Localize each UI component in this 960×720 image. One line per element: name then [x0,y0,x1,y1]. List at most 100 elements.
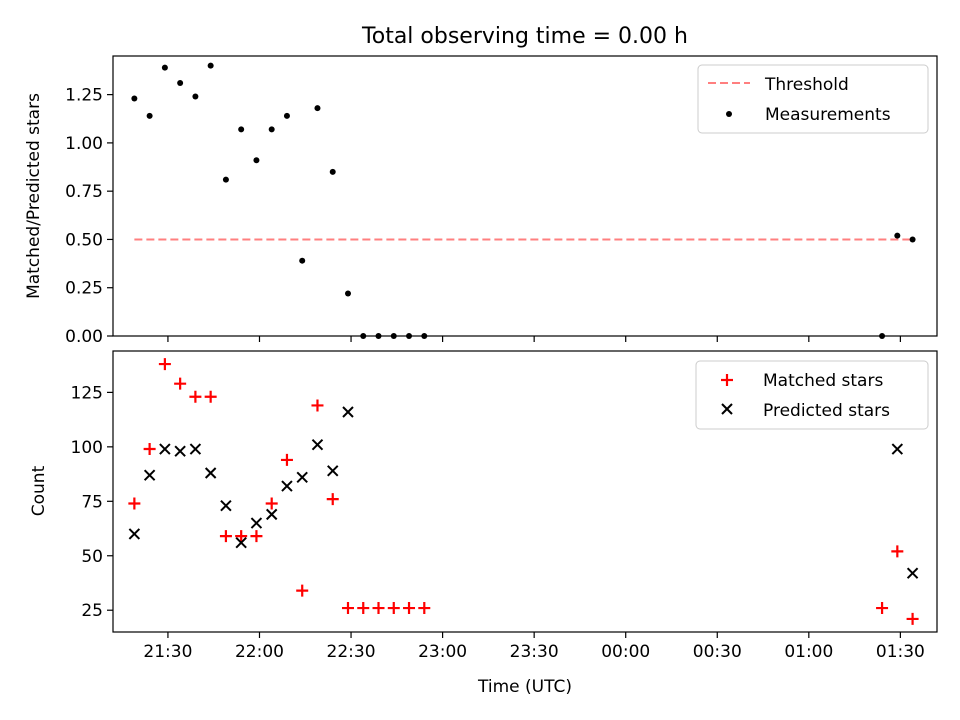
predicted-star-point [220,499,232,512]
matched-star-point [906,612,919,625]
measurement-point [192,93,199,100]
measurement-point [253,157,260,164]
predicted-star-point [327,465,339,477]
legend-predicted-label: Predicted stars [763,401,890,421]
y-tick-label: 0.75 [65,182,103,202]
matched-star-point [403,602,416,615]
predicted-star-point [235,536,247,549]
ratio-panel: Total observing time = 0.00 h Matched/Pr… [24,24,938,347]
y-tick-label: 50 [81,547,103,567]
count-legend-box [695,360,929,430]
legend-matched-swatch [721,374,733,386]
matched-star-point [876,602,889,615]
y-tick-label: 1.25 [65,86,103,106]
x-tick-label: 00:30 [693,642,742,662]
count-plot-area [128,358,919,625]
matched-star-point [265,497,278,510]
legend-measurements-swatch [726,111,732,117]
matched-star-point [174,377,187,390]
predicted-star-point [311,438,324,451]
ratio-legend: Threshold Measurements [697,64,929,134]
matched-star-point [219,530,232,543]
predicted-star-point [891,443,904,455]
ratio-legend-box [697,64,929,134]
y-tick-label: 25 [81,601,103,621]
top-y-axis-label: Matched/Predicted stars [24,93,44,299]
matched-star-point [189,390,202,403]
y-tick-label: 75 [81,492,103,512]
count-panel: Count Time (UTC) 21:30 22:00 22:30 23:00 23:… [29,350,938,697]
measurement-point [909,236,916,243]
measurement-point [238,126,245,133]
measurement-point [161,64,168,71]
count-legend: Matched stars Predicted stars [695,360,929,430]
measurement-point [344,290,351,297]
legend-measurements-label: Measurements [765,105,891,125]
x-tick-label: 21:30 [143,642,192,662]
predicted-star-point [189,443,202,455]
y-tick-label: 125 [71,383,103,403]
y-tick-label: 0.00 [65,327,103,347]
predicted-star-point [906,567,919,579]
x-tick-label: 22:00 [235,642,284,662]
x-tick-label: 01:30 [876,642,925,662]
predicted-star-point [159,443,171,455]
legend-matched-label: Matched stars [763,371,883,391]
matched-star-point [158,358,171,371]
ratio-axes-frame [112,55,938,337]
predicted-star-point [342,406,354,418]
matched-star-point [418,602,431,615]
predicted-star-point [296,471,308,484]
x-tick-label: 23:30 [510,642,559,662]
predicted-star-point [174,445,186,457]
legend-predicted-swatch [721,403,733,415]
y-tick-label: 100 [71,438,103,458]
measurement-point [131,95,138,102]
matched-star-point [357,602,370,615]
predicted-star-point [143,469,156,481]
legend-threshold-label: Threshold [764,75,849,95]
measurement-point [207,62,214,69]
matched-star-point [250,530,263,543]
matched-star-point [204,390,217,403]
matched-star-point [128,497,141,510]
matched-star-point [372,602,385,615]
count-axes-frame [112,350,938,633]
predicted-star-point [250,517,263,529]
matched-star-point [143,443,156,456]
matched-star-point [387,602,400,615]
predicted-star-point [128,528,141,540]
x-tick-label: 23:00 [418,642,467,662]
predicted-star-point [281,480,293,492]
measurement-point [314,105,321,112]
matched-star-point [891,545,904,558]
y-tick-label: 0.50 [65,230,103,250]
predicted-star-point [204,467,217,479]
y-tick-label: 1.00 [65,134,103,154]
measurement-point [299,257,306,264]
measurement-point [146,112,153,119]
measurement-point [283,112,290,119]
measurement-point [894,232,901,239]
x-tick-label: 00:00 [601,642,650,662]
ratio-axis-ticks: 0.00 0.25 0.50 0.75 1.00 1.25 [65,86,901,347]
measurement-point [268,126,275,133]
measurement-point [329,168,336,175]
count-axis-ticks: 21:30 22:00 22:30 23:00 23:30 00:00 00:30 01:00… [71,383,925,662]
matched-star-point [235,530,248,543]
bottom-y-axis-label: Count [29,465,49,516]
matched-star-point [280,453,293,466]
matched-star-point [341,602,354,615]
measurement-point [177,80,184,87]
y-tick-label: 0.25 [65,279,103,299]
x-tick-label: 22:30 [327,642,376,662]
matched-star-point [326,493,339,506]
ratio-plot-area [131,62,916,339]
x-tick-label: 01:00 [784,642,833,662]
predicted-star-point [265,508,278,521]
x-axis-label: Time (UTC) [477,677,572,697]
matched-star-point [311,399,324,412]
chart-title: Total observing time = 0.00 h [361,24,688,49]
matched-star-point [296,584,309,597]
